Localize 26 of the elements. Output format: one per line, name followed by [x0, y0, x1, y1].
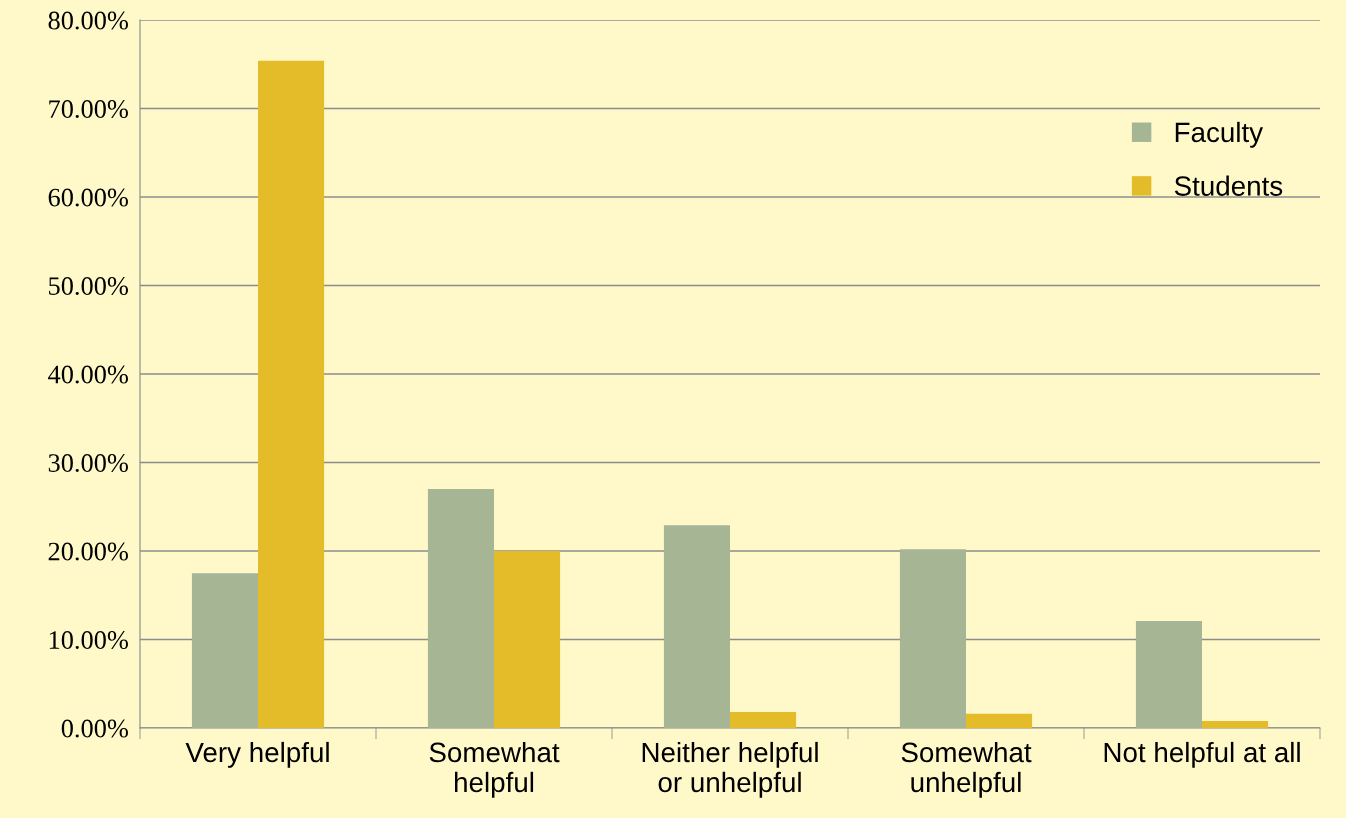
x-tick-label: Somewhat unhelpful: [901, 741, 1032, 798]
bar: [191, 573, 258, 728]
legend-label: Students: [1174, 175, 1283, 196]
bar: [663, 525, 730, 728]
bar: [1135, 620, 1202, 728]
x-tick-label: Neither helpful or unhelpful: [642, 741, 818, 798]
bar: [966, 713, 1033, 728]
bar: [730, 712, 797, 728]
y-tick-label: 70.00%: [49, 100, 128, 119]
bar: [1202, 720, 1269, 728]
bar: [427, 489, 494, 728]
y-tick-label: 80.00%: [48, 11, 128, 30]
y-tick-label: 40.00%: [48, 365, 128, 384]
y-tick-label: 30.00%: [48, 454, 128, 473]
y-tick-label: 60.00%: [48, 188, 128, 207]
bar: [494, 551, 561, 728]
y-tick-label: 0.00%: [61, 719, 128, 738]
x-tick-label: Somewhat helpful: [429, 741, 560, 798]
y-tick-label: 20.00%: [48, 542, 128, 561]
bar: [258, 60, 325, 728]
y-tick-label: 50.00%: [49, 277, 128, 296]
legend-label: Faculty: [1175, 121, 1264, 148]
x-tick-label: Very helpful: [185, 741, 329, 768]
y-tick-label: 10.00%: [49, 631, 128, 650]
bar: [899, 549, 966, 728]
x-tick-label: Not helpful at all: [1104, 741, 1300, 768]
